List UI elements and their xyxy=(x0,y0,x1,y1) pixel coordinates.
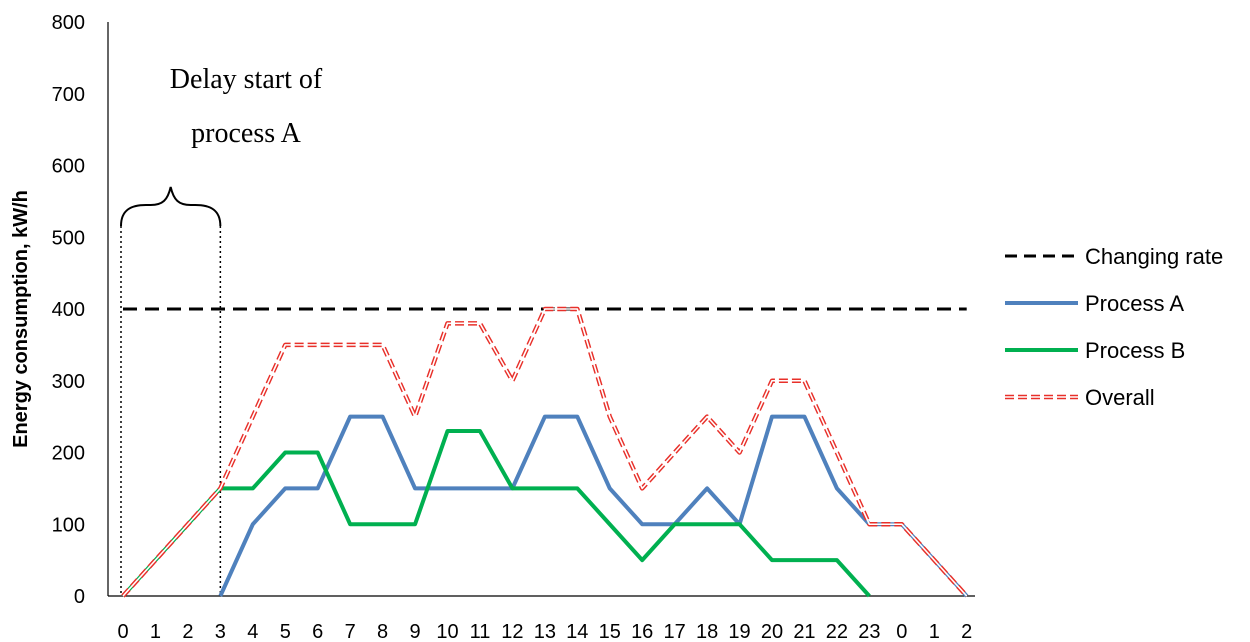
delay-annotation: Delay start of process A xyxy=(120,64,323,596)
y-tick-label: 200 xyxy=(52,443,85,465)
legend-item-overall: Overall xyxy=(1005,385,1155,410)
legend-item-process-b: Process B xyxy=(1005,338,1185,363)
annotation-text-line: Delay start of xyxy=(170,64,323,95)
series-lines xyxy=(121,306,969,598)
x-tick-label: 3 xyxy=(215,621,226,642)
y-tick-label: 400 xyxy=(52,299,85,321)
series-line-process-a xyxy=(218,414,969,598)
x-tick-labels: 0 1 2 3 4 5 6 7 8 9 10 11 12 13 14 15 16 17 18 19 20 21 22 23 0 1… xyxy=(117,621,972,642)
x-tick-label: 12 xyxy=(501,621,523,642)
axes xyxy=(107,22,975,597)
x-tick-label: 17 xyxy=(664,621,686,642)
x-tick-label: 20 xyxy=(761,621,783,642)
y-tick-label: 500 xyxy=(52,227,85,249)
legend-label: Process B xyxy=(1085,338,1185,363)
y-tick-label: 100 xyxy=(52,514,85,536)
x-tick-label: 0 xyxy=(896,621,907,642)
x-tick-label: 8 xyxy=(377,621,388,642)
y-tick-label: 600 xyxy=(52,156,85,178)
x-tick-label: 21 xyxy=(793,621,815,642)
y-axis-label: Energy consumption, kW/h xyxy=(10,190,32,448)
x-tick-label: 7 xyxy=(345,621,356,642)
curly-brace xyxy=(120,186,222,227)
y-tick-label: 800 xyxy=(52,12,85,34)
series-line-overall-inner xyxy=(122,308,968,597)
series-line-overall xyxy=(121,306,969,598)
x-tick-label: 15 xyxy=(599,621,621,642)
x-tick-label: 5 xyxy=(280,621,291,642)
legend-item-changing-rate: Changing rate xyxy=(1005,244,1223,269)
x-tick-label: 1 xyxy=(150,621,161,642)
x-tick-label: 4 xyxy=(247,621,258,642)
x-tick-label: 9 xyxy=(409,621,420,642)
x-tick-label: 13 xyxy=(534,621,556,642)
legend-label: Overall xyxy=(1085,385,1155,410)
x-tick-label: 23 xyxy=(858,621,880,642)
x-tick-label: 0 xyxy=(117,621,128,642)
y-tick-label: 300 xyxy=(52,371,85,393)
annotation-text-line: process A xyxy=(191,118,301,149)
y-tick-label: 0 xyxy=(74,586,85,608)
series-line-process-b xyxy=(121,428,871,598)
x-tick-label: 22 xyxy=(826,621,848,642)
x-tick-label: 6 xyxy=(312,621,323,642)
x-tick-label: 11 xyxy=(470,621,491,642)
y-tick-labels: 0 100 200 300 400 500 600 700 800 xyxy=(52,12,85,608)
legend: Changing rate Process A Process B Overall xyxy=(1005,244,1223,410)
legend-label: Changing rate xyxy=(1085,244,1223,269)
legend-item-process-a: Process A xyxy=(1005,291,1184,316)
y-tick-label: 700 xyxy=(52,84,85,106)
x-tick-label: 14 xyxy=(566,621,588,642)
x-tick-label: 2 xyxy=(182,621,193,642)
x-tick-label: 10 xyxy=(436,621,458,642)
legend-label: Process A xyxy=(1085,291,1184,316)
x-tick-label: 18 xyxy=(696,621,718,642)
x-tick-label: 19 xyxy=(728,621,750,642)
x-tick-label: 16 xyxy=(631,621,653,642)
x-tick-label: 2 xyxy=(961,621,972,642)
x-tick-label: 1 xyxy=(929,621,940,642)
